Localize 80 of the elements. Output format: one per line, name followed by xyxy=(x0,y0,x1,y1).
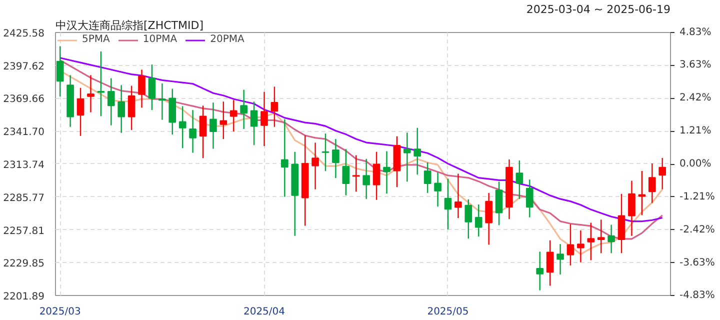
candlestick xyxy=(107,78,115,126)
candlestick xyxy=(464,198,472,240)
candlestick xyxy=(556,244,564,276)
candlestick xyxy=(97,50,105,117)
y2-tick-label: 4.83% xyxy=(680,27,712,38)
candlestick xyxy=(322,132,330,172)
candlestick xyxy=(270,86,278,128)
candlestick xyxy=(658,157,666,190)
candlestick xyxy=(312,142,319,190)
y2-tick-label: -2.42% xyxy=(680,224,715,236)
y-tick-label: 2397.62 xyxy=(3,61,45,72)
candlestick xyxy=(597,219,605,254)
y-tick-label: 2425.58 xyxy=(3,28,45,40)
candlestick xyxy=(474,204,482,238)
legend-label: 5PMA xyxy=(82,34,110,45)
candlestick xyxy=(495,181,503,226)
candlestick xyxy=(444,178,452,230)
candlestick xyxy=(618,193,626,254)
candlestick xyxy=(414,127,422,176)
y2-tick-label: 2.42% xyxy=(680,92,712,104)
candlestick xyxy=(424,162,432,194)
candlestick xyxy=(280,118,288,198)
chart-subtitle: 2025-03-04 ~ 2025-06-19 xyxy=(526,3,671,16)
y2-tick-label: -4.83% xyxy=(680,290,715,301)
candlestick xyxy=(199,105,207,159)
candlestick xyxy=(516,160,524,200)
candlestick xyxy=(158,82,166,120)
candlestick xyxy=(362,158,370,200)
candlestick xyxy=(260,91,268,147)
candlestick xyxy=(566,224,574,266)
y2-tick-label: 3.63% xyxy=(680,60,712,71)
candlestick xyxy=(526,178,534,218)
legend-label: 20PMA xyxy=(210,34,244,45)
candlestick xyxy=(76,87,84,137)
x-tick-label: 2025/03 xyxy=(39,306,81,318)
y2-tick-label: 1.21% xyxy=(680,126,712,137)
candlestick xyxy=(352,154,360,192)
candlestick xyxy=(148,64,156,111)
y-tick-label: 2369.66 xyxy=(3,94,45,106)
candlestick xyxy=(230,99,238,132)
candlestick xyxy=(577,230,584,263)
candlestick xyxy=(434,172,442,208)
candlestick xyxy=(403,132,411,182)
y2-tick-label: 0.00% xyxy=(680,158,712,170)
y2-tick-label: -1.21% xyxy=(680,191,715,202)
legend-label: 10PMA xyxy=(142,34,178,45)
candlestick xyxy=(372,151,380,200)
candlestick xyxy=(56,46,64,98)
candlestick xyxy=(638,170,646,216)
y-tick-label: 2341.70 xyxy=(3,127,45,138)
candlestick xyxy=(118,84,125,134)
x-tick-label: 2025/04 xyxy=(243,306,286,318)
candlestick xyxy=(87,74,94,113)
candlestick xyxy=(628,180,636,236)
candlestick xyxy=(138,69,146,108)
candlestick xyxy=(587,222,595,261)
candlestick xyxy=(383,150,390,194)
candlestick xyxy=(342,148,350,196)
candlestick xyxy=(178,106,186,149)
candlestick xyxy=(485,192,492,246)
candlestick xyxy=(332,138,340,179)
candlestick xyxy=(189,109,196,154)
candlestick xyxy=(128,85,136,131)
x-tick-label: 2025/05 xyxy=(427,306,469,318)
candlestick xyxy=(454,173,462,219)
candlestick xyxy=(210,102,217,150)
candlestick xyxy=(220,101,228,140)
candlestick xyxy=(648,162,656,204)
candlestick xyxy=(250,101,258,146)
y-tick-label: 2313.74 xyxy=(3,160,45,171)
chart-title: 中汉大连商品综指[ZHCTMID] xyxy=(56,19,204,32)
candlestick xyxy=(536,251,544,291)
y2-tick-label: -3.63% xyxy=(680,257,715,268)
y-tick-label: 2229.85 xyxy=(3,258,45,270)
y-tick-label: 2257.81 xyxy=(3,226,45,237)
y-tick-label: 2285.77 xyxy=(3,192,45,204)
candlestick xyxy=(546,240,554,286)
y-tick-label: 2201.89 xyxy=(3,292,45,302)
candlestick xyxy=(240,89,248,130)
candlestick xyxy=(608,224,615,254)
